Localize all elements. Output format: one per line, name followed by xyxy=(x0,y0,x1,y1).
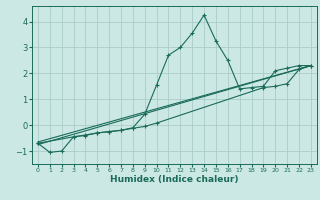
X-axis label: Humidex (Indice chaleur): Humidex (Indice chaleur) xyxy=(110,175,239,184)
